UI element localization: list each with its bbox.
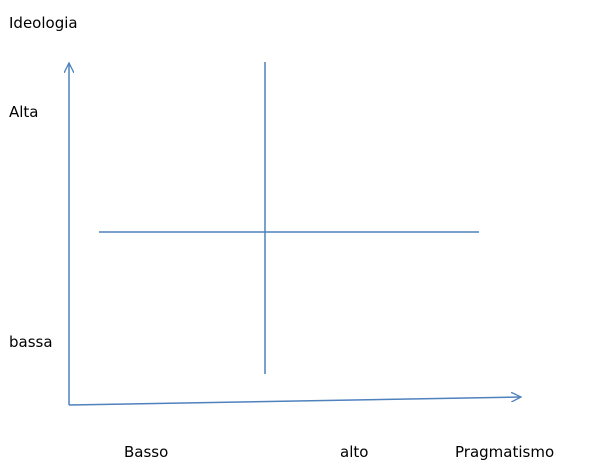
x-axis-arrow [68,397,521,406]
x-axis-title: Pragmatismo [455,443,555,461]
x-axis-high-label: alto [340,443,369,461]
y-axis-high-label: Alta [9,103,39,121]
y-axis-low-label: bassa [9,333,53,351]
x-axis-low-label: Basso [124,443,169,461]
y-axis-title: Ideologia [9,14,78,32]
